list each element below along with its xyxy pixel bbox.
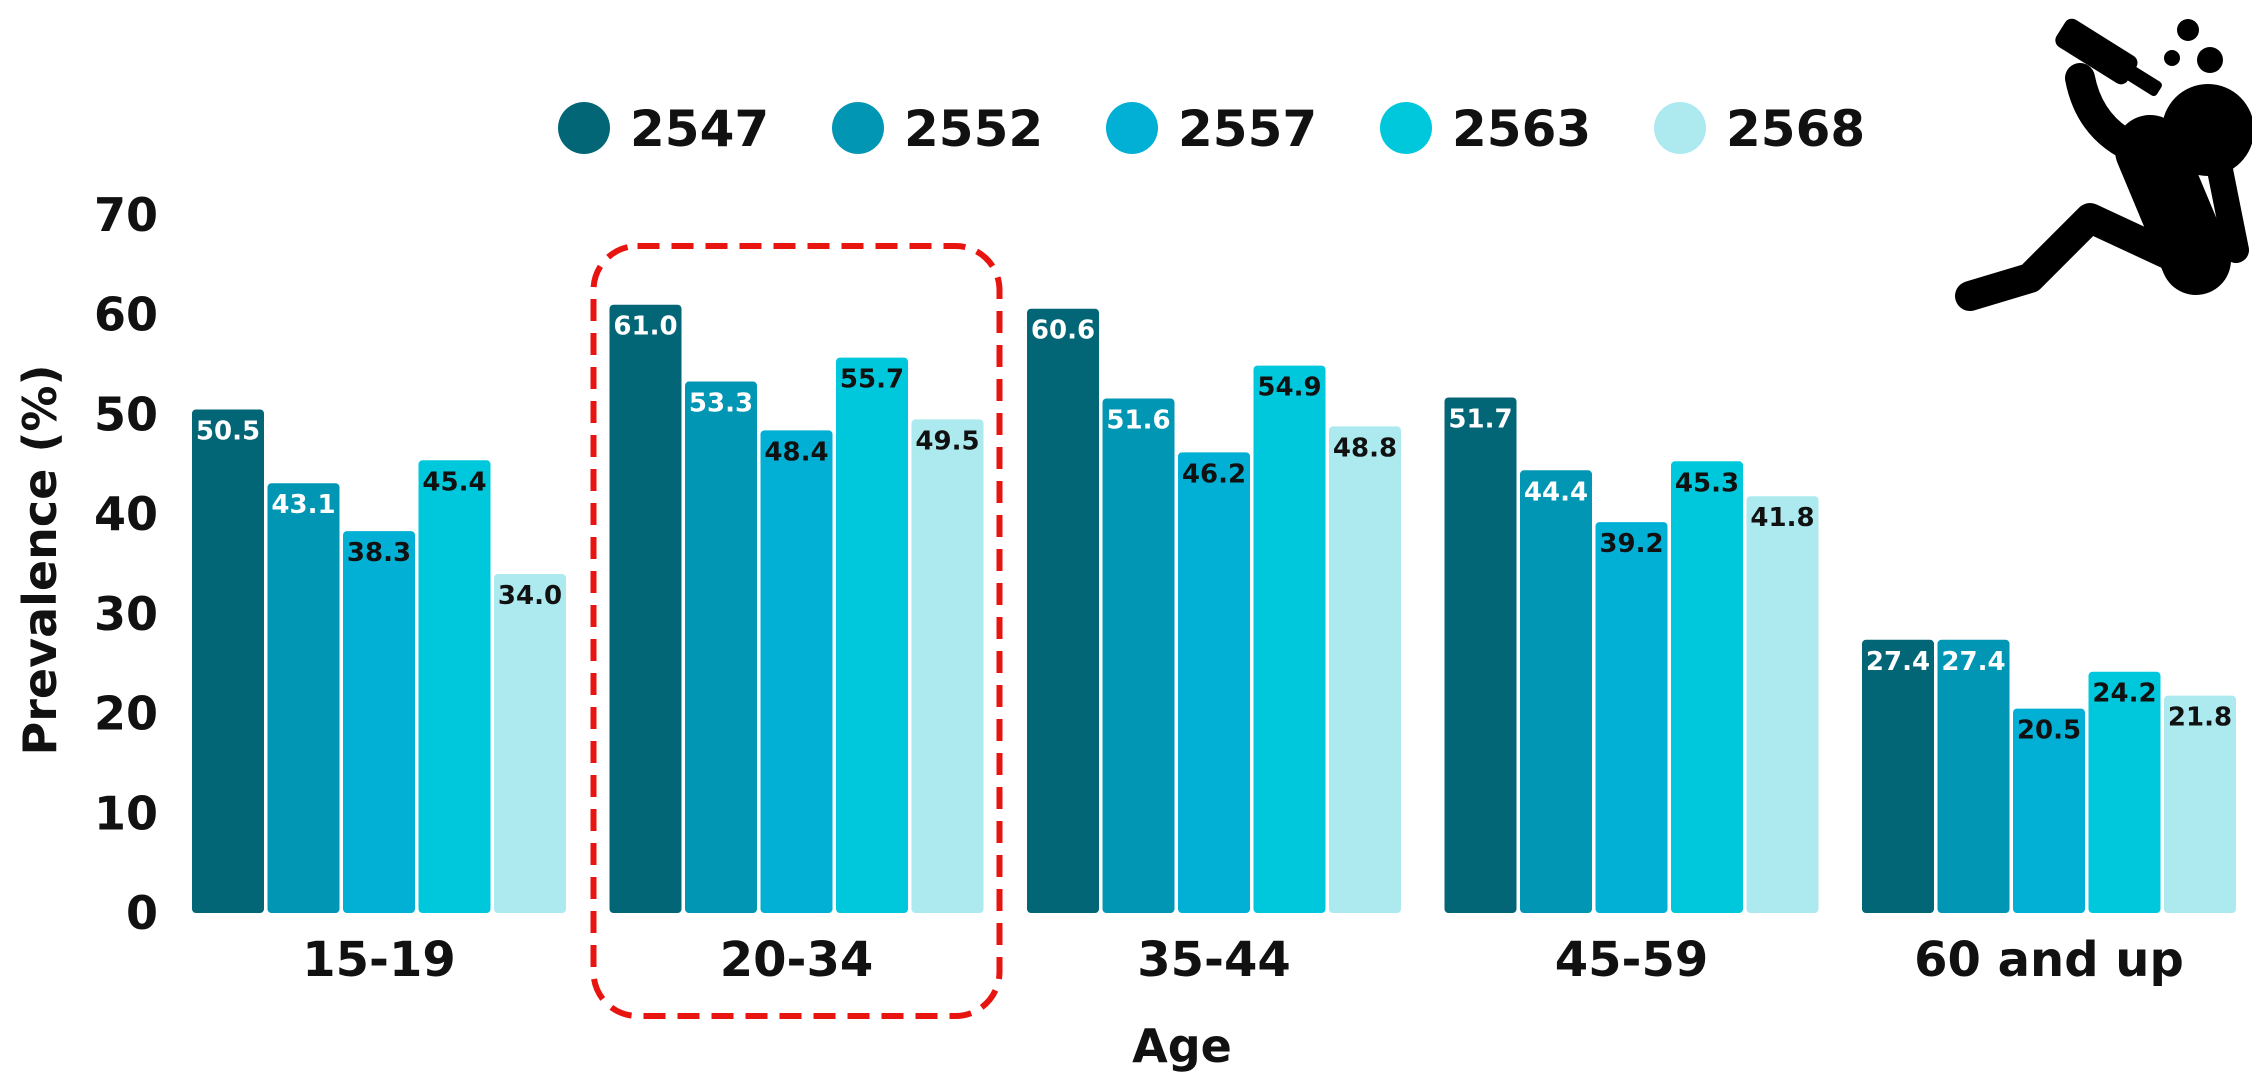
bar-35-44-2557 bbox=[1178, 452, 1250, 913]
bar-value-label: 55.7 bbox=[840, 365, 904, 395]
bar-value-label: 51.6 bbox=[1106, 405, 1170, 435]
bar-45-59-2568 bbox=[1746, 496, 1819, 913]
bar-15-19-2557 bbox=[343, 531, 415, 913]
bar-value-label: 24.2 bbox=[2092, 679, 2156, 709]
bar-15-19-2547 bbox=[192, 409, 264, 913]
bar-value-label: 51.7 bbox=[1448, 404, 1512, 434]
bar-value-label: 34.0 bbox=[498, 581, 562, 611]
bar-value-label: 20.5 bbox=[2017, 716, 2081, 746]
legend-label: 2563 bbox=[1452, 100, 1591, 158]
bar-value-label: 44.4 bbox=[1524, 477, 1588, 507]
y-tick-label: 40 bbox=[94, 487, 158, 541]
highlight-box bbox=[590, 243, 1003, 1019]
x-category-label: 35-44 bbox=[1137, 932, 1291, 988]
bar-value-label: 27.4 bbox=[1866, 647, 1930, 677]
legend-label: 2557 bbox=[1178, 100, 1317, 158]
bar-value-label: 54.9 bbox=[1257, 373, 1321, 403]
bar-20-34-2547 bbox=[609, 304, 682, 913]
x-category-label: 45-59 bbox=[1555, 932, 1709, 988]
bar-value-label: 27.4 bbox=[1941, 647, 2005, 677]
y-tick-label: 60 bbox=[94, 288, 158, 342]
bar-value-label: 41.8 bbox=[1750, 503, 1814, 533]
x-category-label: 60 and up bbox=[1914, 932, 2184, 988]
bar-35-44-2568 bbox=[1329, 426, 1401, 913]
bar-labels: 50.5 43.1 38.3 45.4 34.0 61.0 53.3 48.4 55.7 49.5… bbox=[196, 312, 2232, 746]
bar-60-and-up-2563 bbox=[2088, 671, 2161, 913]
bar-60-and-up-2547 bbox=[1862, 639, 1934, 913]
bar-value-label: 21.8 bbox=[2168, 703, 2232, 733]
legend-swatch bbox=[1654, 102, 1706, 154]
bar-value-label: 50.5 bbox=[196, 416, 260, 446]
bar-value-label: 43.1 bbox=[271, 490, 335, 520]
legend: 2547 2552 2557 2563 2568 bbox=[558, 100, 1865, 158]
bar-15-19-2568 bbox=[494, 573, 566, 913]
bar-60-and-up-2552 bbox=[1937, 639, 2010, 913]
legend-label: 2552 bbox=[904, 100, 1043, 158]
bar-value-label: 48.4 bbox=[764, 437, 828, 467]
bar-value-label: 39.2 bbox=[1599, 529, 1663, 559]
bar-60-and-up-2568 bbox=[2164, 695, 2236, 913]
y-axis: 0 10 20 30 40 50 60 70 bbox=[94, 188, 158, 940]
legend-swatch bbox=[1106, 102, 1158, 154]
bar-value-label: 45.3 bbox=[1675, 468, 1739, 498]
bar-20-34-2557 bbox=[760, 430, 833, 913]
bar-20-34-2552 bbox=[685, 381, 757, 914]
y-tick-label: 0 bbox=[126, 886, 158, 940]
legend-label: 2547 bbox=[630, 100, 769, 158]
bar-value-label: 48.8 bbox=[1333, 433, 1397, 463]
bar-20-34-2568 bbox=[911, 419, 984, 913]
bar-value-label: 45.4 bbox=[422, 467, 486, 497]
y-tick-label: 70 bbox=[94, 188, 158, 242]
y-tick-label: 10 bbox=[94, 786, 158, 840]
bar-45-59-2557 bbox=[1595, 522, 1668, 913]
bar-20-34-2563 bbox=[836, 357, 908, 913]
bar-value-label: 61.0 bbox=[613, 312, 677, 342]
person-drinking-icon bbox=[1955, 18, 2252, 311]
bar-45-59-2547 bbox=[1444, 397, 1517, 913]
bar-60-and-up-2557 bbox=[2013, 708, 2085, 913]
x-axis: 15-19 20-34 35-44 45-59 60 and up bbox=[302, 932, 2184, 988]
y-axis-title: Prevalence (%) bbox=[13, 365, 67, 756]
bar-value-label: 60.6 bbox=[1031, 316, 1095, 346]
y-tick-label: 30 bbox=[94, 587, 158, 641]
bar-35-44-2547 bbox=[1027, 308, 1099, 913]
bar-15-19-2563 bbox=[418, 460, 491, 913]
x-category-label: 15-19 bbox=[302, 932, 456, 988]
x-category-label: 20-34 bbox=[720, 932, 874, 988]
bar-35-44-2563 bbox=[1253, 365, 1326, 913]
bars bbox=[192, 304, 2236, 914]
bar-value-label: 53.3 bbox=[689, 389, 753, 419]
bar-45-59-2563 bbox=[1671, 461, 1743, 913]
bar-value-label: 46.2 bbox=[1182, 459, 1246, 489]
x-axis-title: Age bbox=[1132, 1019, 1232, 1073]
legend-swatch bbox=[558, 102, 610, 154]
bar-35-44-2552 bbox=[1102, 398, 1175, 914]
bar-value-label: 38.3 bbox=[347, 538, 411, 568]
bar-45-59-2552 bbox=[1520, 470, 1592, 913]
bar-value-label: 49.5 bbox=[915, 426, 979, 456]
y-tick-label: 20 bbox=[94, 687, 158, 741]
bar-15-19-2552 bbox=[267, 483, 340, 913]
legend-label: 2568 bbox=[1726, 100, 1865, 158]
annotations bbox=[590, 243, 1003, 1019]
legend-swatch bbox=[1380, 102, 1432, 154]
legend-swatch bbox=[832, 102, 884, 154]
y-tick-label: 50 bbox=[94, 387, 158, 441]
